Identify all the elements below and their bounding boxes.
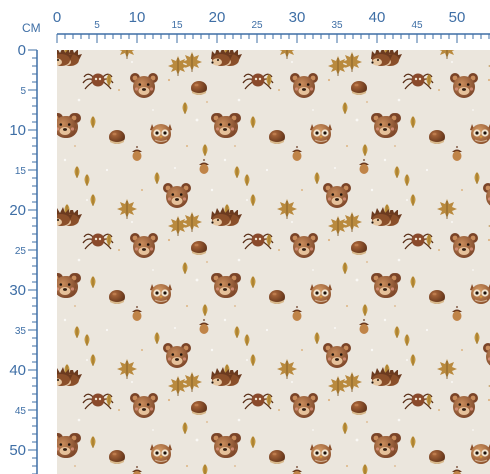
left-ruler: 0 5 10 15 20 25 30 35 40 45 50	[9, 42, 37, 474]
left-tick-label: 10	[9, 122, 26, 139]
left-tick-label: 35	[15, 326, 27, 337]
top-tick-label: 40	[369, 9, 386, 26]
top-tick-label: 25	[251, 20, 263, 31]
top-tick-label: 10	[129, 9, 146, 26]
top-tick-label: 30	[289, 9, 306, 26]
top-tick-label: 5	[94, 20, 100, 31]
top-tick-label: 45	[411, 20, 423, 31]
left-tick-label: 45	[15, 406, 27, 417]
left-tick-label: 0	[18, 42, 26, 59]
top-tick-label: 35	[331, 20, 343, 31]
ruler-unit-label: CM	[22, 21, 41, 35]
left-tick-label: 20	[9, 202, 26, 219]
left-tick-label: 30	[9, 282, 26, 299]
top-tick-label: 15	[171, 20, 183, 31]
left-tick-label: 40	[9, 362, 26, 379]
top-ruler: 0 5 10 15 20 25 30 35 40 45 50	[53, 9, 490, 43]
left-tick-label: 5	[20, 86, 26, 97]
left-tick-label: 15	[15, 166, 27, 177]
top-tick-label: 20	[209, 9, 226, 26]
left-tick-label: 50	[9, 442, 26, 459]
top-tick-label: 0	[53, 9, 61, 26]
fabric-pattern	[57, 50, 490, 474]
fabric-print	[57, 50, 490, 474]
left-tick-label: 25	[15, 246, 27, 257]
top-tick-label: 50	[449, 9, 466, 26]
